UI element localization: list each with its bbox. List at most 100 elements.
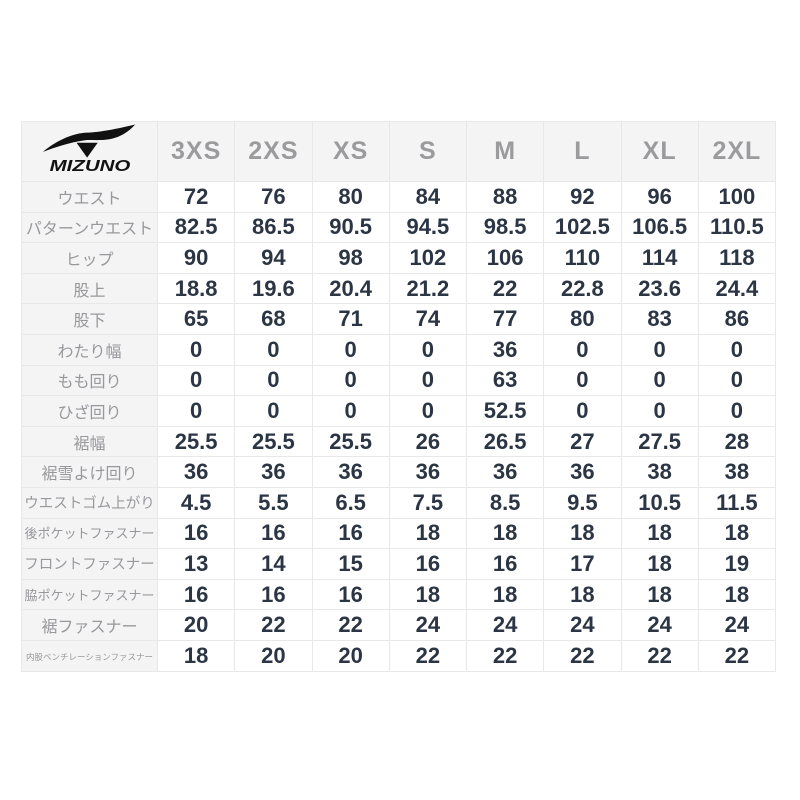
value-cell: 22.8 [543,272,622,305]
table-row: 股下 65 68 71 74 77 80 83 86 [21,303,777,335]
value-cell: 18 [388,517,468,550]
value-cell: 0 [234,395,313,427]
value-cell: 18 [620,517,699,550]
value-cell: 24 [620,609,699,641]
value-cell: 24 [388,609,468,641]
mizuno-runbird-icon [42,124,135,152]
table-row: ウエスト 72 76 80 84 88 92 96 100 [21,181,777,213]
size-header-s: S [388,121,468,182]
value-cell: 71 [311,303,390,335]
value-cell: 26.5 [465,425,545,458]
row-label: 後ポケットファスナー [21,517,158,550]
table-row: 股上 18.8 19.6 20.4 21.2 22 22.8 23.6 24.4 [21,272,777,305]
row-label-text: 裾幅 [73,435,106,453]
table-row: パターンウエスト 82.5 86.5 90.5 94.5 98.5 102.5 106.5 11… [21,211,777,244]
value-cell: 18 [697,578,777,611]
value-cell: 106.5 [620,211,699,244]
row-label-text: 裾ファスナー [41,619,138,637]
value-cell: 18 [156,639,236,672]
value-cell: 36 [465,333,545,366]
row-label: 裾幅 [21,425,158,458]
value-cell: 9.5 [543,486,622,519]
value-cell: 22 [465,639,545,672]
row-label-text: 後ポケットファスナー [24,526,155,542]
value-cell: 16 [311,517,390,550]
row-label: 股下 [21,303,158,335]
value-cell: 36 [311,456,390,488]
row-label-text: フロントファスナー [24,557,155,574]
value-cell: 20 [311,639,390,672]
value-cell: 72 [156,181,236,213]
value-cell: 21.2 [388,272,468,305]
value-cell: 18 [465,578,545,611]
row-label-text: 股下 [73,313,106,331]
value-cell: 38 [620,456,699,488]
value-cell: 20.4 [311,272,390,305]
table-row: 裾ファスナー 20 22 22 24 24 24 24 24 [21,609,777,641]
row-label: フロントファスナー [21,548,158,580]
value-cell: 0 [234,333,313,366]
value-cell: 0 [388,395,468,427]
size-header-2xl: 2XL [697,121,777,182]
value-cell: 17 [543,548,622,580]
value-cell: 90 [156,242,236,274]
value-cell: 36 [465,456,545,488]
row-label: 股上 [21,272,158,305]
value-cell: 92 [543,181,622,213]
value-cell: 16 [311,578,390,611]
value-cell: 18 [465,517,545,550]
value-cell: 0 [543,364,622,397]
value-cell: 20 [234,639,313,672]
value-cell: 90.5 [311,211,390,244]
value-cell: 24 [543,609,622,641]
value-cell: 110.5 [697,211,777,244]
value-cell: 65 [156,303,236,335]
value-cell: 5.5 [234,486,313,519]
value-cell: 102 [388,242,468,274]
value-cell: 19.6 [234,272,313,305]
value-cell: 0 [156,395,236,427]
value-cell: 114 [620,242,699,274]
value-cell: 11.5 [697,486,777,519]
row-label: ウエストゴム上がり [21,486,158,519]
row-label: ひざ回り [21,395,158,427]
value-cell: 22 [620,639,699,672]
value-cell: 110 [543,242,622,274]
value-cell: 82.5 [156,211,236,244]
value-cell: 25.5 [311,425,390,458]
value-cell: 10.5 [620,486,699,519]
value-cell: 18 [388,578,468,611]
mizuno-wordmark: MIZUNO [49,158,131,174]
row-label: 裾雪よけ回り [21,456,158,488]
value-cell: 102.5 [543,211,622,244]
value-cell: 68 [234,303,313,335]
value-cell: 20 [156,609,236,641]
value-cell: 36 [543,456,622,488]
size-chart: MIZUNO 3XS 2XS XS S M L XL 2XL ウエスト 72 76 80 84 88 92… [21,121,777,672]
value-cell: 0 [388,364,468,397]
size-header-xl: XL [620,121,699,182]
row-label-text: パターンウエスト [25,221,154,239]
value-cell: 0 [234,364,313,397]
value-cell: 38 [697,456,777,488]
table-row: ウエストゴム上がり 4.5 5.5 6.5 7.5 8.5 9.5 10.5 11.5 [21,486,777,519]
value-cell: 0 [543,395,622,427]
value-cell: 24 [697,609,777,641]
value-cell: 18 [620,578,699,611]
value-cell: 18 [543,517,622,550]
value-cell: 36 [388,456,468,488]
value-cell: 84 [388,181,468,213]
size-header-3xs: 3XS [156,121,236,182]
row-label: パターンウエスト [21,211,158,244]
value-cell: 88 [465,181,545,213]
header-row: MIZUNO 3XS 2XS XS S M L XL 2XL [21,121,777,182]
value-cell: 98 [311,242,390,274]
size-chart-table: MIZUNO 3XS 2XS XS S M L XL 2XL ウエスト 72 76 80 84 88 92… [21,121,777,672]
row-label: もも回り [21,364,158,397]
row-label-text: もも回り [57,374,122,392]
value-cell: 22 [465,272,545,305]
value-cell: 6.5 [311,486,390,519]
table-row: 内股ベンチレーションファスナー 18 20 20 22 22 22 22 22 [21,639,777,672]
value-cell: 22 [697,639,777,672]
value-cell: 0 [697,364,777,397]
